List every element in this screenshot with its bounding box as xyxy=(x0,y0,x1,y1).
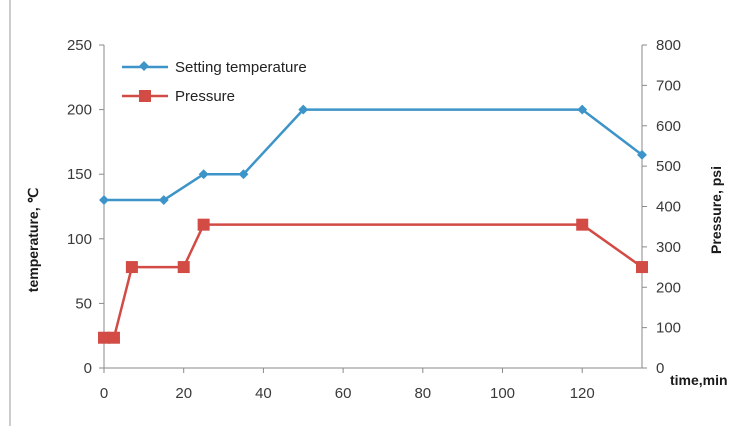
x-tick-label: 80 xyxy=(414,385,431,402)
data-point-pressure xyxy=(197,218,210,231)
x-tick-label: 100 xyxy=(490,385,515,402)
y-left-tick-label: 150 xyxy=(67,166,92,183)
y-right-tick-label: 700 xyxy=(656,77,681,94)
data-point-pressure xyxy=(125,261,138,274)
data-point-temperature xyxy=(637,149,647,160)
y-left-tick-label: 0 xyxy=(84,360,92,377)
data-point-pressure xyxy=(576,218,589,231)
y-left-tick-label: 50 xyxy=(75,295,92,312)
y-left-axis-title: temperature, ℃ xyxy=(25,188,41,293)
data-point-pressure xyxy=(636,261,648,274)
x-tick-label: 20 xyxy=(175,385,192,402)
y-right-tick-label: 200 xyxy=(656,279,681,296)
y-right-tick-label: 400 xyxy=(656,199,681,216)
data-point-temperature xyxy=(158,195,169,205)
data-point-pressure xyxy=(107,331,120,344)
data-point-pressure xyxy=(177,261,190,274)
x-tick-label: 60 xyxy=(335,385,352,402)
legend-label-temperature: Setting temperature xyxy=(175,59,307,76)
y-right-tick-label: 300 xyxy=(656,239,681,256)
y-right-tick-label: 600 xyxy=(656,118,681,135)
x-ticks: 0 20 40 60 80 100 120 xyxy=(100,368,595,402)
x-axis-title: time,min xyxy=(670,372,728,388)
y-right-tick-label: 100 xyxy=(656,320,681,337)
y-left-tick-label: 200 xyxy=(67,102,92,119)
data-point-temperature xyxy=(99,195,109,205)
series-line-temperature xyxy=(104,108,643,202)
y-left-tick-label: 100 xyxy=(67,231,92,248)
x-tick-label: 0 xyxy=(100,385,108,402)
x-tick-label: 120 xyxy=(570,385,595,402)
legend-marker-temperature xyxy=(139,61,149,71)
x-tick-label: 40 xyxy=(255,385,272,402)
series-line-pressure xyxy=(104,223,643,339)
series-layer xyxy=(98,104,648,344)
y-left-ticks: 0 50 100 150 200 250 xyxy=(67,37,104,377)
y-right-ticks: 0 100 200 300 400 500 600 700 800 xyxy=(642,37,681,377)
data-point-pressure xyxy=(98,331,110,344)
data-point-temperature xyxy=(198,169,209,180)
y-right-tick-label: 0 xyxy=(656,360,664,377)
legend-marker-pressure xyxy=(139,90,151,102)
data-point-temperature xyxy=(238,169,249,180)
legend-label-pressure: Pressure xyxy=(175,88,235,105)
y-right-axis-title: Pressure, psi xyxy=(708,166,724,254)
data-point-temperature xyxy=(577,104,588,115)
y-right-tick-label: 500 xyxy=(656,158,681,175)
legend: Setting temperature Pressure xyxy=(122,59,307,105)
y-right-tick-label: 800 xyxy=(656,37,681,54)
y-left-tick-label: 250 xyxy=(67,37,92,54)
